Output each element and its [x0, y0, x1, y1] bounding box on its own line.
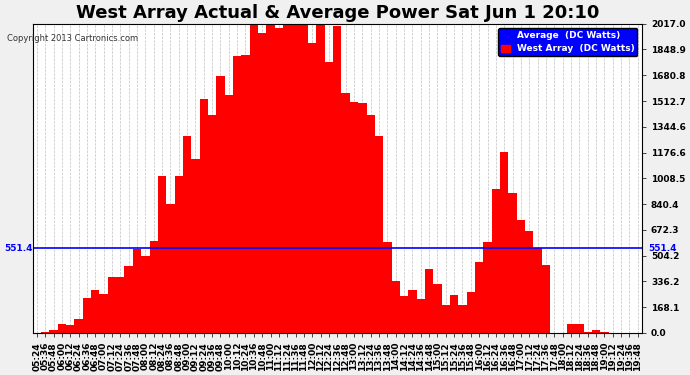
Bar	[383, 242, 391, 333]
Bar	[408, 290, 417, 333]
Text: 551.4: 551.4	[4, 244, 32, 253]
Bar	[358, 104, 366, 333]
Bar	[458, 305, 466, 333]
Bar	[175, 176, 183, 333]
Bar	[375, 136, 383, 333]
Bar	[466, 292, 475, 333]
Text: 551.4: 551.4	[648, 244, 676, 253]
Bar	[191, 159, 199, 333]
Bar	[500, 152, 509, 333]
Bar	[299, 24, 308, 333]
Bar	[566, 324, 575, 333]
Bar	[258, 33, 266, 333]
Bar	[433, 284, 442, 333]
Bar	[99, 294, 108, 333]
Bar	[600, 332, 609, 333]
Bar	[325, 62, 333, 333]
Bar	[225, 95, 233, 333]
Bar	[350, 102, 358, 333]
Bar	[308, 43, 317, 333]
Bar	[108, 277, 116, 333]
Bar	[391, 280, 400, 333]
Bar	[575, 324, 584, 333]
Bar	[425, 269, 433, 333]
Bar	[83, 298, 91, 333]
Bar	[241, 55, 250, 333]
Bar	[124, 267, 132, 333]
Bar	[342, 93, 350, 333]
Bar	[584, 332, 592, 333]
Bar	[66, 325, 75, 333]
Bar	[250, 24, 258, 333]
Bar	[542, 265, 550, 333]
Bar	[75, 320, 83, 333]
Bar	[199, 99, 208, 333]
Bar	[275, 28, 283, 333]
Bar	[216, 76, 225, 333]
Bar	[525, 231, 533, 333]
Bar	[183, 136, 191, 333]
Bar	[484, 242, 492, 333]
Bar	[517, 220, 525, 333]
Bar	[492, 189, 500, 333]
Bar	[233, 56, 242, 333]
Bar	[533, 248, 542, 333]
Bar	[317, 24, 325, 333]
Bar	[116, 277, 124, 333]
Bar	[158, 176, 166, 333]
Bar	[291, 24, 299, 333]
Bar	[450, 295, 458, 333]
Bar	[166, 204, 175, 333]
Bar	[417, 299, 425, 333]
Bar	[442, 305, 450, 333]
Bar	[366, 115, 375, 333]
Text: Copyright 2013 Cartronics.com: Copyright 2013 Cartronics.com	[7, 34, 138, 43]
Bar	[475, 262, 484, 333]
Bar	[592, 330, 600, 333]
Bar	[266, 24, 275, 333]
Bar	[400, 296, 408, 333]
Bar	[509, 193, 517, 333]
Bar	[150, 241, 158, 333]
Bar	[141, 256, 150, 333]
Bar	[333, 26, 342, 333]
Bar	[91, 290, 99, 333]
Title: West Array Actual & Average Power Sat Jun 1 20:10: West Array Actual & Average Power Sat Ju…	[76, 4, 599, 22]
Bar	[50, 330, 58, 333]
Bar	[283, 24, 291, 333]
Bar	[208, 115, 216, 333]
Bar	[132, 249, 141, 333]
Legend: Average  (DC Watts), West Array  (DC Watts): Average (DC Watts), West Array (DC Watts…	[498, 28, 638, 56]
Bar	[58, 324, 66, 333]
